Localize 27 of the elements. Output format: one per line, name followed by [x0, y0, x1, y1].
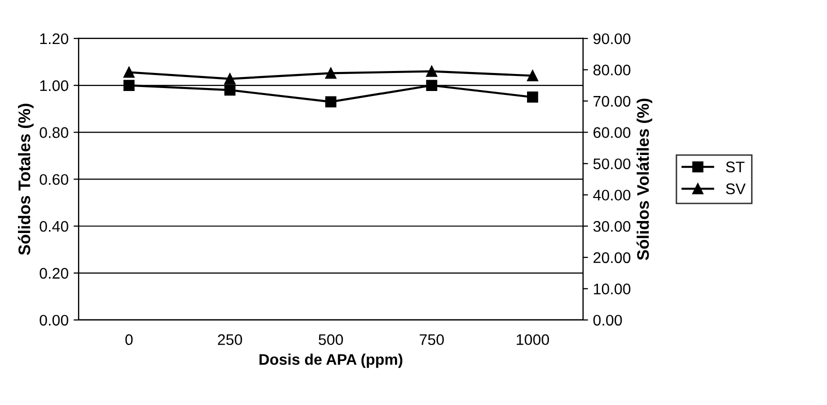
y2-axis-title: Sólidos Volátiles (%) — [636, 98, 652, 260]
y-tick-label: 0.80 — [40, 127, 68, 138]
y2-tick-label: 90.00 — [593, 33, 630, 44]
x-tick-label: 1000 — [516, 334, 549, 346]
legend-label: SV — [726, 183, 746, 194]
y2-tick-label: 50.00 — [593, 158, 630, 170]
x-tick-label: 500 — [318, 334, 343, 346]
y2-tick-label: 20.00 — [594, 252, 630, 264]
y2-tick-label: 10.00 — [594, 284, 630, 294]
x-tick-label: 250 — [218, 334, 242, 346]
y-tick-label: 0.00 — [40, 314, 68, 326]
y-tick-label: 1.00 — [40, 80, 68, 92]
x-axis-title: Dosis de APA (ppm) — [260, 354, 402, 368]
x-tick-label: 0 — [125, 334, 133, 346]
y2-tick-label: 40.00 — [593, 190, 630, 201]
y-tick-label: 0.20 — [40, 268, 68, 279]
y-axis-title: Sólidos Totales (%) — [18, 104, 34, 255]
y-tick-label: 1.20 — [40, 33, 68, 44]
y2-tick-label: 60.00 — [594, 127, 630, 138]
y2-tick-label: 0.00 — [593, 314, 622, 326]
y-tick-label: 0.40 — [40, 220, 68, 232]
legend-label: ST — [726, 162, 744, 172]
y2-tick-label: 70.00 — [594, 96, 630, 107]
y-tick-label: 0.60 — [40, 174, 68, 185]
y2-tick-label: 80.00 — [593, 64, 630, 76]
y2-tick-label: 30.00 — [593, 220, 630, 232]
x-tick-label: 750 — [420, 334, 444, 346]
